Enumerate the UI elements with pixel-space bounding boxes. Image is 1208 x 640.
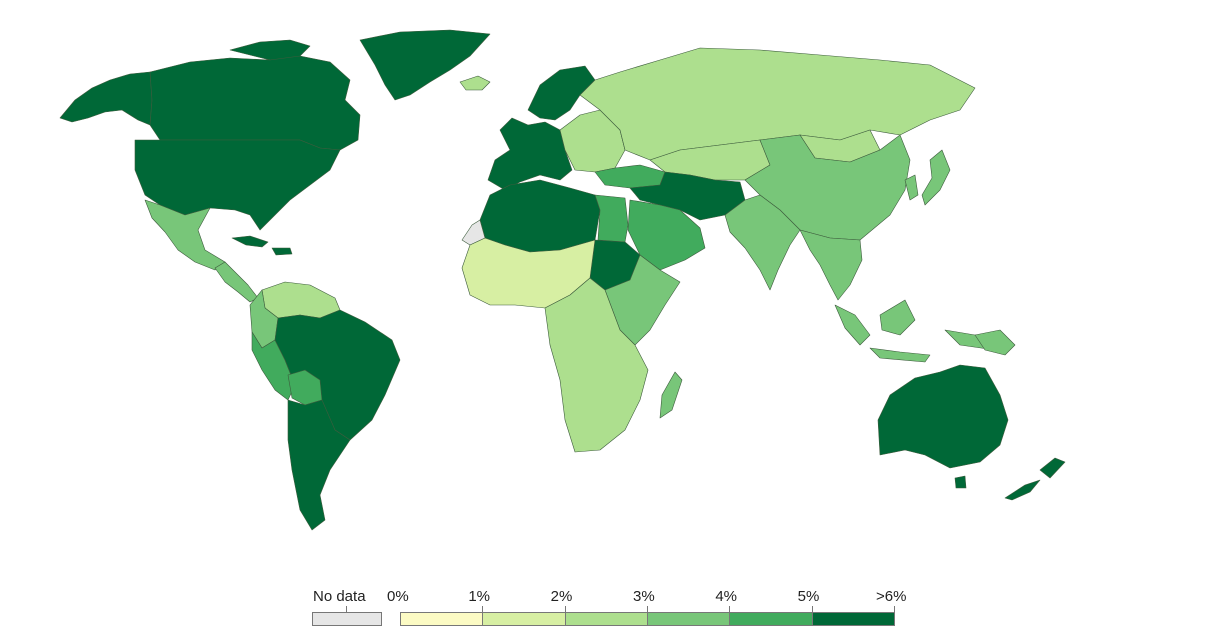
region-southeast-asia [799, 229, 863, 301]
region-indonesia [834, 299, 1001, 363]
region-saudi-arabia [627, 199, 706, 271]
region-new-zealand [1004, 457, 1066, 501]
legend-tick-label: 1% [468, 588, 491, 605]
legend-swatch [811, 612, 895, 626]
legend-tick-mark [564, 606, 566, 612]
region-russia [579, 47, 976, 161]
legend-tick-label: >6% [876, 588, 907, 605]
region-japan-korea [904, 149, 951, 206]
region-india [724, 194, 801, 291]
legend-tick-label: 3% [633, 588, 655, 605]
region-west-africa [461, 237, 596, 309]
legend-no-data-swatch [312, 612, 382, 626]
region-north-africa [479, 179, 601, 253]
region-eastern-europe [559, 109, 626, 173]
legend-swatch [482, 612, 566, 626]
legend-swatch [729, 612, 813, 626]
legend-tick-label: 2% [550, 588, 573, 605]
legend-tick-mark [647, 606, 648, 612]
region-alaska [59, 71, 153, 126]
legend-tick-label: 0% [387, 588, 409, 605]
world-choropleth-map [59, 29, 1066, 531]
region-greenland [359, 29, 491, 101]
region-central-southern-africa [544, 277, 649, 453]
region-madagascar [659, 371, 683, 419]
legend: No data 0% 1% 2% 3% 4% 5% >6% [0, 578, 1208, 640]
region-caribbean [231, 235, 293, 256]
legend-tick-mark [894, 606, 895, 612]
legend-tick-mark [482, 606, 484, 612]
legend-tick-label: 4% [715, 588, 738, 605]
region-canada [149, 39, 361, 151]
region-argentina-chile [287, 399, 351, 531]
region-iceland [459, 75, 491, 91]
region-china [744, 134, 911, 241]
region-central-america [214, 261, 259, 303]
legend-swatch [647, 612, 731, 626]
legend-no-data-tick [346, 606, 347, 612]
region-western-europe [487, 117, 573, 191]
region-venezuela-guianas [261, 281, 341, 319]
region-australia [877, 364, 1009, 489]
region-egypt [594, 194, 629, 243]
region-western-sahara [461, 219, 486, 246]
legend-swatch [564, 612, 648, 626]
legend-tick-mark [811, 606, 813, 612]
region-papua [974, 329, 1016, 356]
legend-tick-label: 5% [797, 588, 820, 605]
legend-no-data-label: No data [313, 588, 366, 605]
legend-tick-mark [729, 606, 731, 612]
legend-swatch [400, 612, 484, 626]
